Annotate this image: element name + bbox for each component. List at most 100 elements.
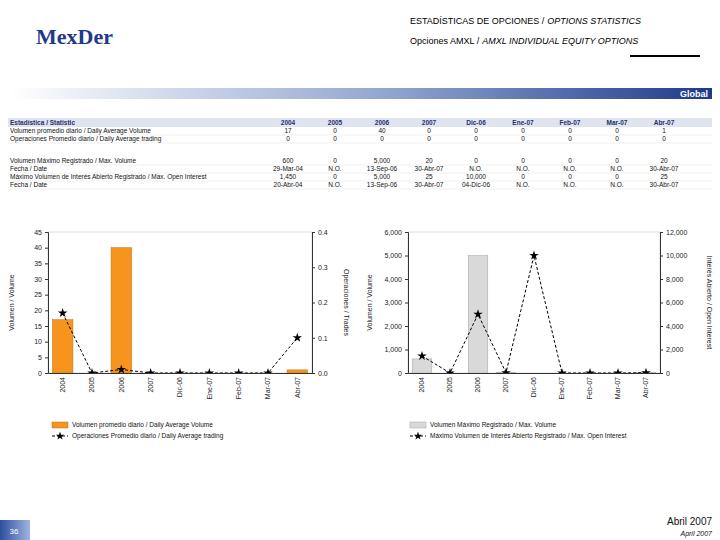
x-axis-tick: Ene-07 bbox=[558, 377, 565, 400]
y2-axis-tick: 0.3 bbox=[312, 264, 328, 271]
table-cell: 0 bbox=[568, 135, 572, 142]
table-cell: 13-Sep-06 bbox=[367, 165, 398, 173]
x-axis-tick-label: 2007 bbox=[147, 377, 154, 393]
marker bbox=[234, 368, 244, 373]
y2-axis-tick-label: 12,000 bbox=[666, 229, 688, 236]
table-cell: N.O. bbox=[328, 165, 342, 172]
x-axis-tick: Dic-06 bbox=[530, 377, 537, 397]
y-axis-tick: 0 bbox=[398, 370, 408, 377]
y-axis-tick-mark bbox=[45, 232, 48, 233]
y-axis-tick-label: 25 bbox=[34, 291, 42, 298]
x-axis-tick: Dic-06 bbox=[176, 377, 183, 397]
y-axis-tick: 5,000 bbox=[384, 252, 408, 259]
plot-frame bbox=[48, 232, 312, 373]
bar bbox=[111, 248, 132, 373]
table-cell: 0 bbox=[521, 135, 525, 142]
y-axis-tick-label: 35 bbox=[34, 260, 42, 267]
marker bbox=[613, 368, 623, 373]
footer-date-es: Abril 2007 bbox=[667, 516, 712, 527]
y2-axis-line bbox=[661, 233, 664, 374]
y-axis-tick-mark bbox=[405, 326, 408, 327]
y-axis-tick: 1,000 bbox=[384, 346, 408, 353]
x-axis-tick: 2004 bbox=[59, 377, 66, 393]
plot-area bbox=[52, 248, 307, 373]
y2-axis-tick-mark bbox=[660, 279, 663, 280]
table-cell: N.O. bbox=[563, 181, 577, 188]
y2-axis-tick: 0.1 bbox=[312, 334, 328, 341]
x-axis-tick: Abr-07 bbox=[294, 377, 301, 398]
y2-axis-tick: 8,000 bbox=[660, 276, 684, 283]
table-header-cell: 2006 bbox=[375, 119, 390, 126]
legend-label: Volumen promedio diario / Daily Average … bbox=[72, 421, 213, 429]
y-axis-tick-label: 4,000 bbox=[384, 276, 402, 283]
legend-marker bbox=[56, 432, 64, 440]
y-axis-tick-label: 15 bbox=[34, 323, 42, 330]
table-cell: 0 bbox=[568, 127, 572, 134]
page-number: 36 bbox=[10, 527, 19, 536]
bar bbox=[412, 359, 432, 373]
y-axis-tick: 20 bbox=[34, 307, 48, 314]
legend-marker bbox=[414, 432, 422, 440]
y-axis-tick-label: 30 bbox=[34, 276, 42, 283]
marker bbox=[445, 368, 455, 373]
x-axis-tick: Abr-07 bbox=[642, 377, 649, 398]
table-cell: N.O. bbox=[516, 165, 530, 172]
y2-axis-tick-label: 4,000 bbox=[666, 323, 684, 330]
table-cell: 0 bbox=[568, 157, 572, 164]
legend-item: Operaciones Promedio diario / Daily Aver… bbox=[52, 432, 224, 440]
x-axis-tick: Mar-07 bbox=[614, 377, 621, 399]
x-axis-tick-label: 2004 bbox=[418, 377, 425, 393]
table-cell: 29-Mar-04 bbox=[273, 165, 303, 172]
y-axis-tick: 2,000 bbox=[384, 323, 408, 330]
x-axis-tick-label: 2006 bbox=[474, 377, 481, 393]
x-axis-tick-label: Feb-07 bbox=[235, 377, 242, 399]
table-cell: 0 bbox=[615, 157, 619, 164]
y2-axis-tick-mark bbox=[312, 267, 315, 268]
table-cell: 10,000 bbox=[466, 173, 486, 180]
y2-axis-tick-mark bbox=[660, 350, 663, 351]
y2-axis-tick-label: 0.2 bbox=[318, 299, 328, 306]
y-axis-tick-label: 5 bbox=[38, 354, 42, 361]
table-cell: 0 bbox=[474, 157, 478, 164]
x-axis-line bbox=[49, 373, 313, 374]
y-axis-tick-mark bbox=[45, 310, 48, 311]
marker bbox=[205, 368, 215, 373]
subtitle-en: AMXL INDIVIDUAL EQUITY OPTIONS bbox=[481, 36, 638, 46]
y-axis-tick: 30 bbox=[34, 276, 48, 283]
table-cell: 25 bbox=[425, 173, 433, 180]
table-cell: 13-Sep-06 bbox=[367, 181, 398, 189]
line bbox=[422, 256, 646, 374]
y-axis-tick-mark bbox=[45, 295, 48, 296]
y-axis-tick-mark bbox=[45, 326, 48, 327]
x-axis-tick-label: Abr-07 bbox=[294, 377, 301, 398]
x-axis-tick: 2007 bbox=[502, 377, 509, 393]
table-header-cell: Dic-06 bbox=[466, 119, 486, 126]
table-row-rule bbox=[8, 181, 712, 182]
table-row-rule bbox=[8, 189, 712, 190]
marker bbox=[117, 364, 127, 373]
bar bbox=[524, 373, 544, 374]
y2-axis-tick-label: 8,000 bbox=[666, 276, 684, 283]
marker bbox=[557, 368, 567, 373]
table-cell: 30-Abr-07 bbox=[415, 165, 444, 172]
table-row-label: Fecha / Date bbox=[10, 165, 48, 172]
chart: 0510152025303540450.00.10.20.30.42004200… bbox=[8, 229, 350, 440]
table-cell: 30-Abr-07 bbox=[650, 181, 679, 188]
table-row-label: Volumen promedio diario / Daily Average … bbox=[10, 127, 151, 135]
x-axis-tick: 2004 bbox=[418, 377, 425, 393]
x-axis-tick-label: Feb-07 bbox=[586, 377, 593, 399]
y-axis-tick: 4,000 bbox=[384, 276, 408, 283]
y-axis-tick-mark bbox=[45, 357, 48, 358]
y-axis-tick: 45 bbox=[34, 229, 48, 236]
marker bbox=[146, 368, 156, 373]
y-axis-line bbox=[45, 233, 49, 374]
y-axis-tick-label: 0 bbox=[398, 370, 402, 377]
y2-axis-tick-label: 2,000 bbox=[666, 346, 684, 353]
x-axis-tick-label: 2006 bbox=[118, 377, 125, 393]
y2-axis-tick-label: 0.3 bbox=[318, 264, 328, 271]
y-axis-tick-label: 45 bbox=[34, 229, 42, 236]
y2-axis: 02,0004,0006,0008,00010,00012,000 bbox=[660, 229, 688, 377]
y-axis-tick-mark bbox=[405, 232, 408, 233]
x-axis-tick-label: 2007 bbox=[502, 377, 509, 393]
subtitle-es: Opciones AMXL / bbox=[410, 36, 480, 46]
